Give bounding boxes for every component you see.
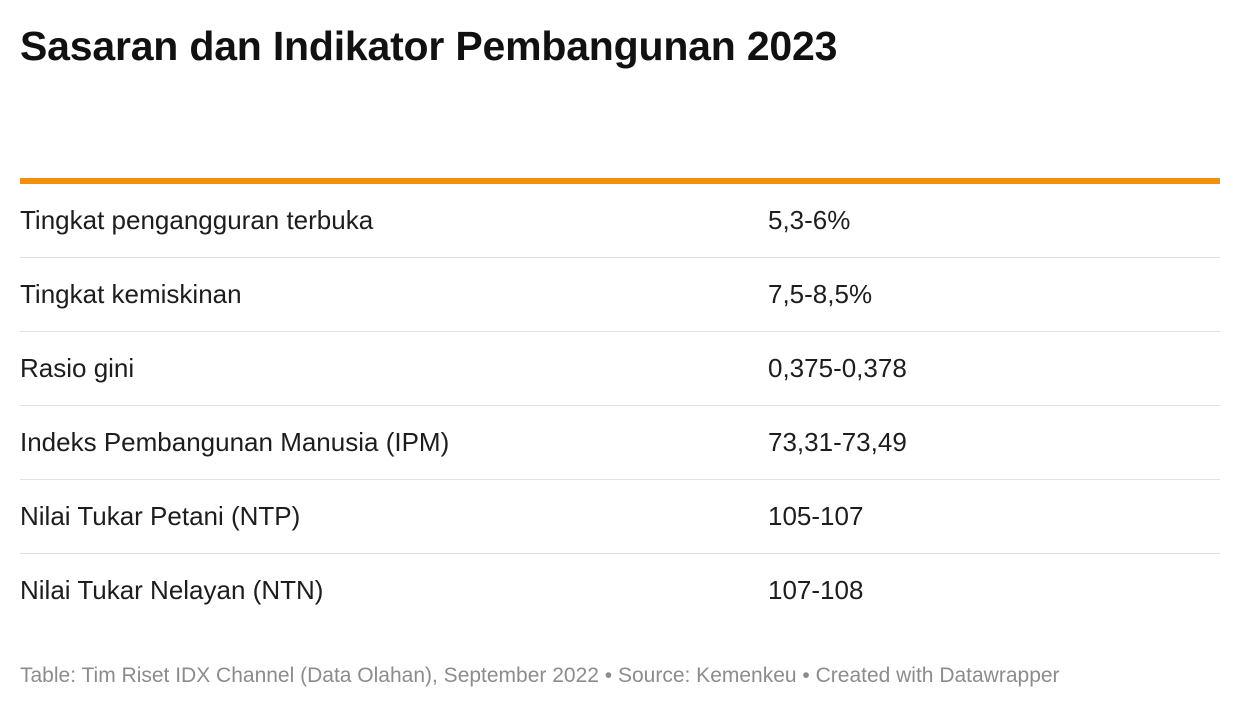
row-label: Rasio gini: [20, 353, 135, 383]
data-table: Tingkat pengangguran terbuka 5,3-6% Ting…: [20, 178, 1220, 627]
table-row: Tingkat pengangguran terbuka 5,3-6%: [20, 184, 1220, 258]
row-value: 7,5-8,5%: [768, 279, 873, 309]
table-row: Rasio gini 0,375-0,378: [20, 332, 1220, 406]
source-footer: Table: Tim Riset IDX Channel (Data Olaha…: [20, 664, 1060, 687]
table-row: Nilai Tukar Nelayan (NTN) 107-108: [20, 554, 1220, 627]
table-row: Indeks Pembangunan Manusia (IPM) 73,31-7…: [20, 406, 1220, 480]
table-row: Tingkat kemiskinan 7,5-8,5%: [20, 258, 1220, 332]
row-value: 107-108: [768, 575, 864, 605]
table-row: Nilai Tukar Petani (NTP) 105-107: [20, 480, 1220, 554]
row-label: Nilai Tukar Petani (NTP): [20, 501, 301, 531]
row-value: 105-107: [768, 501, 864, 531]
row-label: Tingkat kemiskinan: [20, 279, 242, 309]
row-value: 73,31-73,49: [768, 427, 907, 457]
row-label: Tingkat pengangguran terbuka: [20, 205, 374, 235]
row-value: 0,375-0,378: [768, 353, 907, 383]
row-value: 5,3-6%: [768, 205, 851, 235]
row-label: Indeks Pembangunan Manusia (IPM): [20, 427, 450, 457]
row-label: Nilai Tukar Nelayan (NTN): [20, 575, 324, 605]
page-title: Sasaran dan Indikator Pembangunan 2023: [20, 23, 838, 69]
